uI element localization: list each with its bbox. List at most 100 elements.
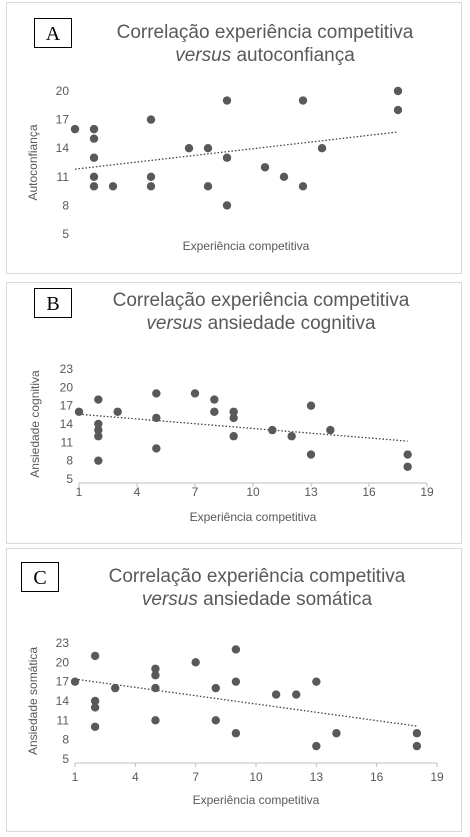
- chart-b-y-tick-label: 23: [60, 362, 74, 376]
- chart-c-data-point: [332, 729, 341, 738]
- chart-b-data-point: [94, 425, 103, 435]
- chart-c-x-tick-label: 10: [249, 770, 263, 784]
- chart-b-data-point: [229, 413, 238, 423]
- chart-c-data-point: [312, 741, 321, 751]
- chart-a-data-point: [89, 172, 99, 181]
- chart-c-data-point: [151, 671, 160, 680]
- panel-letter-b: B: [34, 288, 72, 318]
- chart-c-data-point: [70, 677, 80, 686]
- chart-c-y-tick-label: 11: [57, 713, 70, 727]
- chart-a-data-point: [146, 182, 156, 191]
- chart-a-data-point: [393, 86, 403, 96]
- chart-b-data-point: [94, 419, 103, 429]
- chart-c-data-point: [412, 729, 422, 738]
- chart-title-rest: ansiedade cognitiva: [202, 313, 376, 334]
- chart-b-x-tick-label: 16: [362, 485, 376, 499]
- chart-b-data-point: [403, 450, 412, 459]
- chart-c-data-point: [312, 677, 321, 686]
- chart-title-a: Correlação experiência competitiva versu…: [77, 21, 453, 67]
- chart-b-data-point: [306, 401, 316, 410]
- chart-c-data-point: [90, 722, 100, 731]
- chart-b-data-point: [152, 413, 161, 423]
- chart-c-data-point: [151, 664, 160, 673]
- chart-c-y-tick-label: 5: [62, 752, 69, 766]
- chart-panel-b: 5 8 11 14 17 20 23 1 4 7 10 13 16 19 Experiência compe…: [6, 282, 462, 544]
- chart-c-data-point: [231, 645, 241, 654]
- chart-b-x-tick-label: 19: [420, 485, 434, 499]
- chart-c-data-point: [211, 683, 220, 693]
- chart-b-y-axis-label: Ansiedade cognitiva: [28, 370, 42, 478]
- chart-c-data-point: [271, 690, 281, 699]
- chart-b-y-tick-label: 20: [60, 380, 74, 394]
- chart-c-trend-line: [74, 678, 417, 727]
- panel-letter-a: A: [34, 18, 72, 48]
- chart-a-data-point: [146, 115, 156, 124]
- chart-c-x-tick-label: 19: [430, 770, 444, 784]
- chart-c-y-tick-label: 8: [62, 733, 69, 747]
- chart-c-x-axis-label: Experiência competitiva: [193, 793, 320, 807]
- chart-a-trend-line: [74, 131, 399, 170]
- chart-a-y-axis-label: Autoconfiança: [26, 124, 40, 200]
- chart-c-data-point: [90, 696, 100, 706]
- chart-c-data-point: [90, 703, 100, 712]
- chart-b-y-tick-label: 8: [66, 454, 73, 468]
- chart-title-rest: ansiedade somática: [197, 589, 373, 610]
- chart-c-y-tick-label: 17: [56, 675, 70, 689]
- chart-c-y-axis-label: Ansiedade somática: [26, 647, 40, 755]
- chart-b-x-tick-label: 4: [134, 485, 141, 499]
- chart-a-y-tick-label: 11: [57, 170, 70, 184]
- chart-b-y-tick-label: 5: [66, 472, 73, 486]
- panel-letter-c: C: [21, 562, 59, 592]
- chart-b-x-tick-label: 1: [76, 485, 83, 499]
- chart-a-data-point: [146, 172, 156, 181]
- chart-b-y-tick-label: 17: [60, 399, 74, 413]
- chart-c-x-tick-label: 1: [72, 770, 79, 784]
- chart-a-data-point: [317, 144, 327, 153]
- chart-title-italic: versus: [175, 45, 232, 66]
- chart-a-data-point: [222, 201, 232, 210]
- chart-c-y-tick-label: 23: [56, 636, 70, 650]
- chart-b-y-tick-label: 11: [61, 435, 74, 449]
- chart-b-data-point: [403, 462, 412, 471]
- chart-b-data-point: [210, 395, 219, 404]
- chart-b-data-point: [152, 389, 161, 398]
- chart-title-line1: Correlação experiência competitiva: [112, 290, 410, 311]
- chart-a-data-point: [89, 124, 99, 134]
- chart-b-x-tick-label: 7: [192, 485, 199, 499]
- chart-c-y-tick-label: 20: [56, 655, 70, 669]
- chart-c-x-tick-label: 7: [192, 770, 199, 784]
- chart-a-data-point: [89, 134, 99, 143]
- chart-a-data-point: [298, 182, 308, 191]
- chart-a-data-point: [393, 105, 403, 115]
- chart-title-italic: versus: [141, 589, 198, 610]
- chart-title-rest: autoconfiança: [231, 45, 355, 66]
- chart-c-data-point: [231, 729, 241, 738]
- chart-panel-a: 5 8 11 14 17 20 Experiência competitiva Autocon…: [6, 2, 462, 274]
- chart-b-data-point: [229, 432, 238, 441]
- chart-b-data-point: [94, 395, 103, 404]
- chart-b-x-tick-label: 10: [246, 485, 260, 499]
- chart-b-x-tick-label: 13: [304, 485, 318, 499]
- chart-c-x-tick-label: 4: [132, 770, 139, 784]
- chart-a-data-point: [89, 182, 99, 191]
- chart-b-data-point: [94, 432, 103, 441]
- chart-c-y-tick-label: 14: [56, 694, 70, 708]
- chart-b-trend-line: [78, 413, 408, 442]
- chart-title-line1: Correlação experiência competitiva: [108, 566, 406, 587]
- chart-a-data-point: [222, 153, 232, 162]
- chart-c-data-point: [191, 658, 200, 667]
- chart-a-data-point: [184, 144, 194, 153]
- chart-a-x-axis-label: Experiência competitiva: [183, 239, 310, 253]
- chart-a-data-point: [203, 144, 213, 153]
- chart-a-y-tick-label: 17: [56, 113, 70, 127]
- chart-a-y-tick-label: 14: [56, 141, 70, 155]
- chart-title-italic: versus: [146, 313, 203, 334]
- chart-c-data-point: [211, 716, 220, 725]
- chart-b-data-point: [190, 389, 200, 398]
- chart-a-data-point: [89, 153, 99, 162]
- chart-title-line1: Correlação experiência competitiva: [116, 22, 414, 43]
- chart-c-data-point: [90, 651, 100, 661]
- chart-a-data-point: [298, 96, 308, 105]
